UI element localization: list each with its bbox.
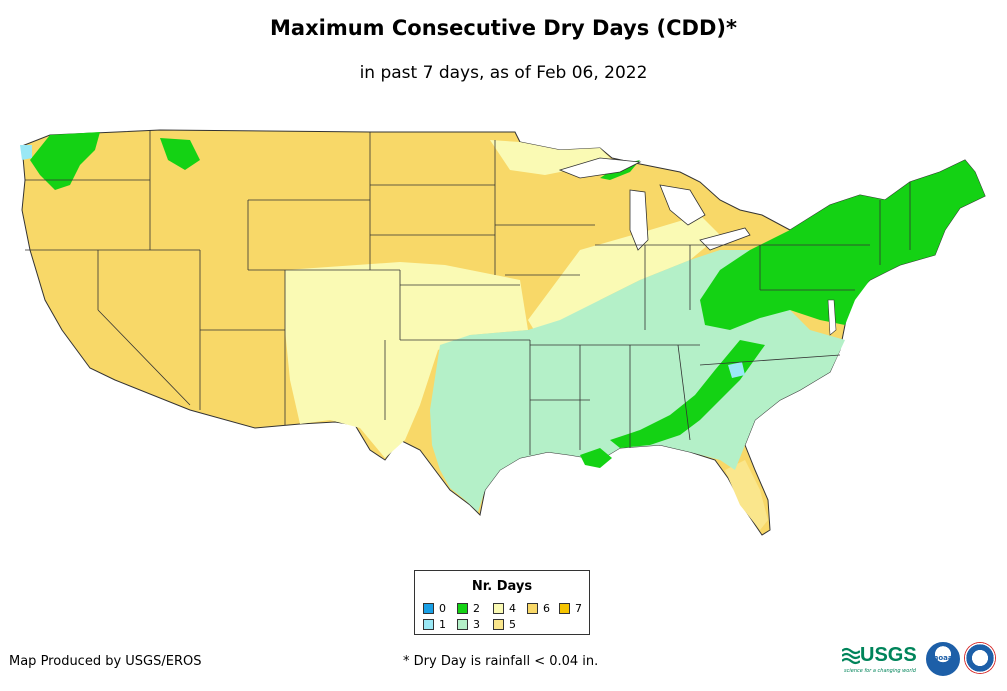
lake-erie bbox=[699, 227, 751, 251]
state-borders bbox=[25, 130, 911, 455]
region-2-days-pacific-nw bbox=[30, 132, 100, 190]
legend-label-7: 7 bbox=[575, 602, 582, 615]
legend-item-0: 0 bbox=[423, 602, 446, 615]
usgs-logo-text: USGS bbox=[860, 644, 917, 666]
legend-swatch-1 bbox=[423, 619, 434, 630]
usgs-tagline: science for a changing world bbox=[844, 668, 916, 674]
legend-item-5: 5 bbox=[493, 618, 516, 631]
region-5-days-florida bbox=[725, 460, 768, 530]
usgs-wave-icon bbox=[842, 647, 860, 664]
legend-label-0: 0 bbox=[439, 602, 446, 615]
legend-swatch-4 bbox=[493, 603, 504, 614]
legend-item-4: 4 bbox=[493, 602, 516, 615]
legend-swatch-0 bbox=[423, 603, 434, 614]
agency-logos: USGS science for a changing world noaa bbox=[842, 638, 1002, 678]
legend-swatch-7 bbox=[559, 603, 570, 614]
region-4-days-southwest bbox=[285, 262, 528, 458]
chesapeake-bay bbox=[827, 299, 837, 336]
legend-swatch-3 bbox=[457, 619, 468, 630]
legend-swatch-2 bbox=[457, 603, 468, 614]
legend-item-6: 6 bbox=[527, 602, 550, 615]
legend-label-6: 6 bbox=[543, 602, 550, 615]
legend-label-5: 5 bbox=[509, 618, 516, 631]
legend-label-3: 3 bbox=[473, 618, 480, 631]
nws-logo bbox=[964, 642, 996, 674]
usgs-logo: USGS bbox=[842, 644, 917, 667]
legend-item-7: 7 bbox=[559, 602, 582, 615]
region-2-days-idaho bbox=[160, 138, 200, 170]
lake-huron bbox=[659, 184, 706, 226]
legend-title: Nr. Days bbox=[471, 579, 533, 594]
legend-label-1: 1 bbox=[439, 618, 446, 631]
legend-swatch-6 bbox=[527, 603, 538, 614]
region-4-days-midwest bbox=[528, 215, 720, 340]
legend-label-4: 4 bbox=[509, 602, 516, 615]
legend-label-2: 2 bbox=[473, 602, 480, 615]
region-2-days-appalachian bbox=[610, 340, 765, 448]
legend-item-2: 2 bbox=[457, 602, 480, 615]
lake-superior bbox=[558, 157, 642, 179]
legend: Nr. Days 0 2 4 6 7 1 3 5 bbox=[414, 570, 590, 635]
region-2-days-gulf bbox=[580, 448, 612, 468]
noaa-logo: noaa bbox=[926, 642, 960, 676]
map-title: Maximum Consecutive Dry Days (CDD)* bbox=[270, 16, 737, 40]
region-1-day-washington bbox=[20, 145, 32, 160]
map-subtitle: in past 7 days, as of Feb 06, 2022 bbox=[359, 63, 648, 83]
region-1-day-carolinas bbox=[728, 362, 745, 378]
legend-item-1: 1 bbox=[423, 618, 446, 631]
credit-text: Map Produced by USGS/EROS bbox=[9, 654, 202, 669]
legend-swatch-5 bbox=[493, 619, 504, 630]
dry-day-note: * Dry Day is rainfall < 0.04 in. bbox=[403, 654, 599, 669]
noaa-logo-text: noaa bbox=[933, 654, 953, 662]
legend-item-3: 3 bbox=[457, 618, 480, 631]
